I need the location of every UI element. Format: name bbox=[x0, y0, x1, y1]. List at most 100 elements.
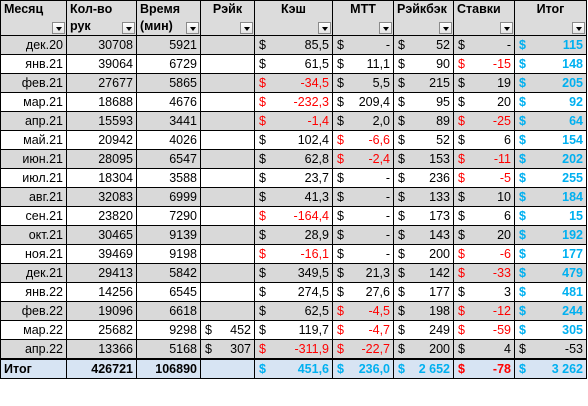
cell-result[interactable]: $184 bbox=[514, 187, 587, 207]
cell-cash[interactable]: $62,8 bbox=[254, 149, 333, 169]
cell-rakeback[interactable]: $153 bbox=[393, 149, 454, 169]
cell-mtt[interactable]: $ - bbox=[332, 244, 394, 264]
cell-time[interactable]: 5168 bbox=[136, 339, 201, 360]
cell-mtt[interactable]: $ - bbox=[332, 225, 394, 245]
cell-rakeback[interactable]: $143 bbox=[393, 225, 454, 245]
cell-cash[interactable]: $85,5 bbox=[254, 35, 333, 55]
cell-month[interactable]: окт.21 bbox=[0, 225, 67, 245]
cell-time[interactable]: 6547 bbox=[136, 149, 201, 169]
cell-rakeback[interactable]: $177 bbox=[393, 282, 454, 302]
cell-mtt[interactable]: $ -6,6 bbox=[332, 130, 394, 150]
cell-month[interactable]: мар.22 bbox=[0, 320, 67, 340]
cell-mtt[interactable]: $ -2,4 bbox=[332, 149, 394, 169]
cell-month[interactable]: янв.21 bbox=[0, 54, 67, 74]
cell-time[interactable]: 4026 bbox=[136, 130, 201, 150]
cell-rakeback[interactable]: $200 bbox=[393, 244, 454, 264]
cell-rakeback[interactable]: $89 bbox=[393, 111, 454, 131]
cell-time[interactable]: 6545 bbox=[136, 282, 201, 302]
cell-rakeback[interactable]: $133 bbox=[393, 187, 454, 207]
cell-time[interactable]: 4676 bbox=[136, 92, 201, 112]
filter-dropdown-icon[interactable] bbox=[52, 22, 65, 34]
cell-mtt[interactable]: $11,1 bbox=[332, 54, 394, 74]
cell-month[interactable]: май.21 bbox=[0, 130, 67, 150]
cell-cash[interactable]: $274,5 bbox=[254, 282, 333, 302]
cell-hands[interactable]: 30708 bbox=[66, 35, 137, 55]
cell-rakeback[interactable]: $90 bbox=[393, 54, 454, 74]
cell-month[interactable]: июл.21 bbox=[0, 168, 67, 188]
cell-time[interactable]: 5921 bbox=[136, 35, 201, 55]
cell-result[interactable]: $148 bbox=[514, 54, 587, 74]
cell-rakeback[interactable]: $215 bbox=[393, 73, 454, 93]
cell-cash[interactable]: $ -34,5 bbox=[254, 73, 333, 93]
filter-dropdown-icon[interactable] bbox=[379, 22, 392, 34]
cell-mtt[interactable]: $ - bbox=[332, 187, 394, 207]
filter-dropdown-icon[interactable] bbox=[500, 22, 513, 34]
cell-hands[interactable]: 32083 bbox=[66, 187, 137, 207]
cell-result[interactable]: $64 bbox=[514, 111, 587, 131]
cell-bets[interactable]: $ -12 bbox=[453, 301, 515, 321]
cell-month[interactable]: дек.20 bbox=[0, 35, 67, 55]
cell-rake[interactable] bbox=[200, 149, 255, 169]
cell-rakeback[interactable]: $200 bbox=[393, 339, 454, 360]
cell-cash[interactable]: $61,5 bbox=[254, 54, 333, 74]
cell-cash[interactable]: $62,5 bbox=[254, 301, 333, 321]
cell-cash[interactable]: $28,9 bbox=[254, 225, 333, 245]
cell-result[interactable]: $177 bbox=[514, 244, 587, 264]
cell-bets[interactable]: $20 bbox=[453, 92, 515, 112]
cell-bets[interactable]: $ -11 bbox=[453, 149, 515, 169]
cell-cash[interactable]: $102,4 bbox=[254, 130, 333, 150]
cell-bets[interactable]: $6 bbox=[453, 130, 515, 150]
cell-cash[interactable]: $ -164,4 bbox=[254, 206, 333, 226]
cell-result[interactable]: $115 bbox=[514, 35, 587, 55]
filter-dropdown-icon[interactable] bbox=[572, 22, 585, 34]
cell-time[interactable]: 9139 bbox=[136, 225, 201, 245]
cell-cash[interactable]: $23,7 bbox=[254, 168, 333, 188]
cell-cash[interactable]: $ -16,1 bbox=[254, 244, 333, 264]
cell-cash[interactable]: $ -311,9 bbox=[254, 339, 333, 360]
cell-rake[interactable] bbox=[200, 187, 255, 207]
cell-month[interactable]: мар.21 bbox=[0, 92, 67, 112]
cell-mtt[interactable]: $ - bbox=[332, 35, 394, 55]
cell-month[interactable]: ноя.21 bbox=[0, 244, 67, 264]
cell-cash[interactable]: $41,3 bbox=[254, 187, 333, 207]
cell-mtt[interactable]: $ - bbox=[332, 206, 394, 226]
cell-month[interactable]: дек.21 bbox=[0, 263, 67, 283]
cell-bets[interactable]: $ -5 bbox=[453, 168, 515, 188]
cell-time[interactable]: 5865 bbox=[136, 73, 201, 93]
cell-rake[interactable] bbox=[200, 244, 255, 264]
cell-time[interactable]: 9198 bbox=[136, 244, 201, 264]
cell-mtt[interactable]: $5,5 bbox=[332, 73, 394, 93]
cell-month[interactable]: июн.21 bbox=[0, 149, 67, 169]
cell-mtt[interactable]: $ -4,7 bbox=[332, 320, 394, 340]
cell-hands[interactable]: 25682 bbox=[66, 320, 137, 340]
cell-cash[interactable]: $ -1,4 bbox=[254, 111, 333, 131]
cell-rake[interactable] bbox=[200, 301, 255, 321]
cell-hands[interactable]: 13366 bbox=[66, 339, 137, 360]
cell-rake[interactable] bbox=[200, 168, 255, 188]
cell-rakeback[interactable]: $249 bbox=[393, 320, 454, 340]
cell-mtt[interactable]: $ -4,5 bbox=[332, 301, 394, 321]
cell-month[interactable]: апр.21 bbox=[0, 111, 67, 131]
cell-rake[interactable] bbox=[200, 263, 255, 283]
cell-time[interactable]: 3441 bbox=[136, 111, 201, 131]
cell-rake[interactable] bbox=[200, 282, 255, 302]
cell-time[interactable]: 3588 bbox=[136, 168, 201, 188]
cell-rakeback[interactable]: $198 bbox=[393, 301, 454, 321]
cell-bets[interactable]: $ -15 bbox=[453, 54, 515, 74]
cell-cash[interactable]: $349,5 bbox=[254, 263, 333, 283]
cell-rakeback[interactable]: $95 bbox=[393, 92, 454, 112]
cell-result[interactable]: $481 bbox=[514, 282, 587, 302]
cell-cash[interactable]: $ -232,3 bbox=[254, 92, 333, 112]
filter-dropdown-icon[interactable] bbox=[122, 22, 135, 34]
cell-hands[interactable]: 30465 bbox=[66, 225, 137, 245]
cell-hands[interactable]: 39469 bbox=[66, 244, 137, 264]
cell-month[interactable]: авг.21 bbox=[0, 187, 67, 207]
cell-hands[interactable]: 18304 bbox=[66, 168, 137, 188]
cell-hands[interactable]: 39064 bbox=[66, 54, 137, 74]
cell-cash[interactable]: $119,7 bbox=[254, 320, 333, 340]
cell-time[interactable]: 9298 bbox=[136, 320, 201, 340]
cell-result[interactable]: $92 bbox=[514, 92, 587, 112]
cell-hands[interactable]: 20942 bbox=[66, 130, 137, 150]
cell-bets[interactable]: $4 bbox=[453, 339, 515, 360]
cell-rake[interactable] bbox=[200, 206, 255, 226]
